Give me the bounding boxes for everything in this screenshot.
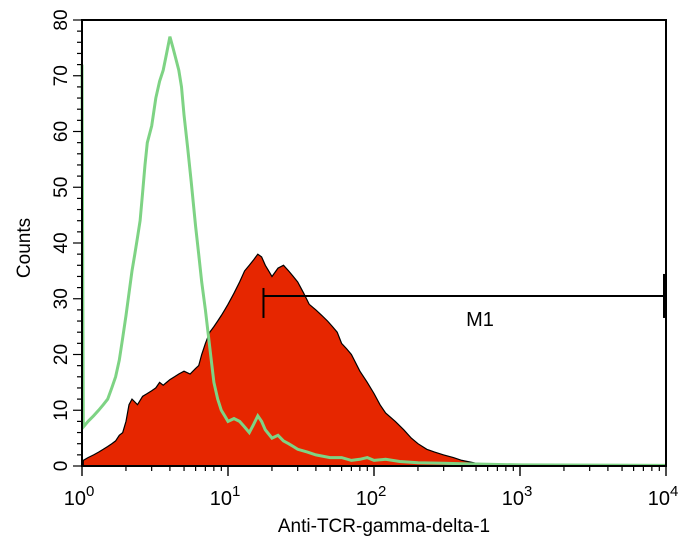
x-tick-label: 100: [64, 483, 95, 510]
y-tick-label: 0: [51, 461, 72, 472]
x-tick-label: 102: [356, 483, 387, 510]
y-tick-label: 20: [51, 344, 72, 365]
y-tick-label: 70: [51, 65, 72, 86]
x-axis-label: Anti-TCR-gamma-delta-1: [278, 516, 490, 537]
y-tick-label: 40: [51, 232, 72, 253]
y-axis-label: Counts: [14, 218, 35, 278]
x-tick-label: 103: [502, 483, 533, 510]
y-axis: 0 10 20 30 40 50 60 70 80: [51, 9, 82, 471]
x-tick-label: 101: [210, 483, 241, 510]
gate-label: M1: [466, 309, 494, 331]
series-fill: [82, 253, 667, 467]
y-tick-label: 30: [51, 288, 72, 309]
y-tick-label: 50: [51, 177, 72, 198]
series-outline: [80, 36, 667, 467]
x-axis: 100 101 102 103 104: [64, 466, 679, 510]
x-tick-label: 104: [648, 483, 679, 510]
y-tick-label: 80: [51, 9, 72, 30]
plot-area: M1: [80, 36, 667, 467]
y-tick-label: 60: [51, 121, 72, 142]
y-tick-label: 10: [51, 400, 72, 421]
